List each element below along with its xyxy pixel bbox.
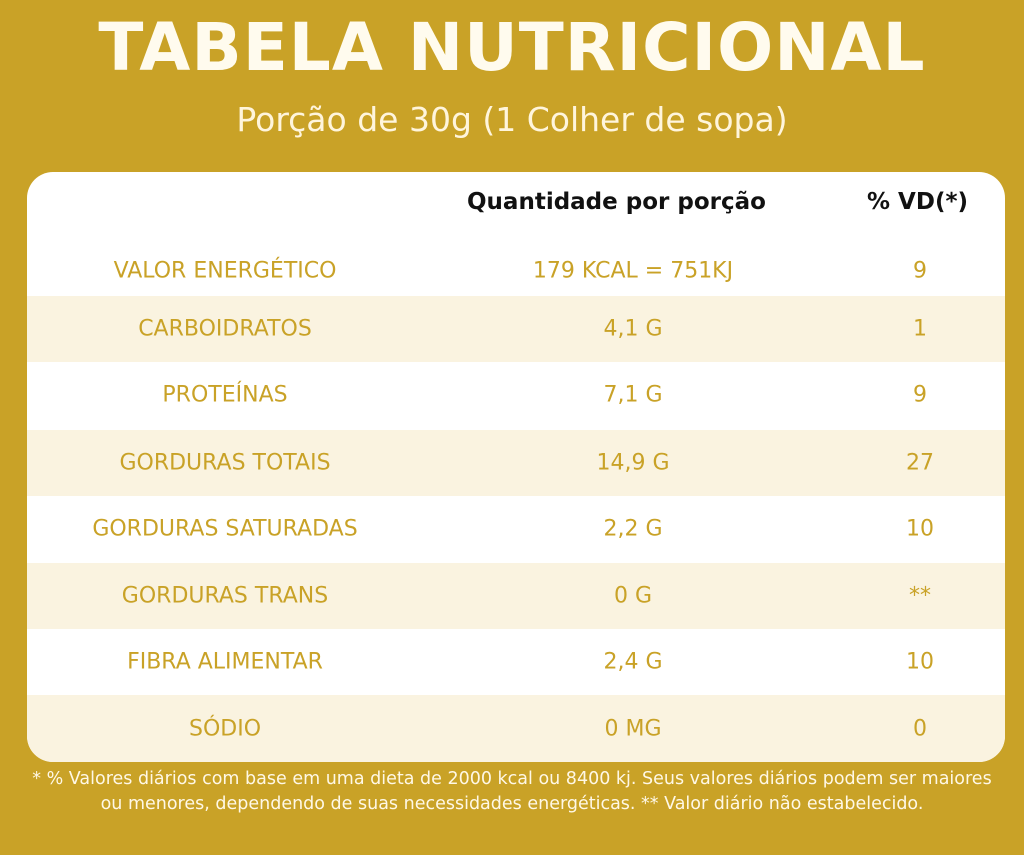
table-row: PROTEÍNAS 7,1 G 9 xyxy=(27,362,1005,428)
table-row: GORDURAS TRANS 0 G ** xyxy=(27,563,1005,629)
nutrient-vd: 9 xyxy=(913,382,927,408)
page-title: TABELA NUTRICIONAL xyxy=(98,9,926,86)
nutrient-quantity: 14,9 G xyxy=(596,450,670,476)
nutrient-quantity: 0 MG xyxy=(604,716,662,741)
nutrient-name: PROTEÍNAS xyxy=(162,382,288,408)
nutrient-quantity: 0 G xyxy=(613,583,653,609)
nutrient-quantity: 179 KCAL = 751KJ xyxy=(532,258,734,284)
nutrient-name: GORDURAS TRANS xyxy=(121,583,329,609)
nutrient-name: CARBOIDRATOS xyxy=(138,316,312,342)
nutrient-name: GORDURAS SATURADAS xyxy=(92,516,358,542)
nutrient-vd: 10 xyxy=(906,516,934,542)
nutrient-name: VALOR ENERGÉTICO xyxy=(113,258,337,284)
nutrient-name: SÓDIO xyxy=(188,716,262,741)
nutrient-vd: 27 xyxy=(906,450,934,476)
nutrient-vd: 10 xyxy=(906,649,934,675)
footnote: * % Valores diários com base em uma diet… xyxy=(32,769,992,814)
serving-size: Porção de 30g (1 Colher de sopa) xyxy=(236,100,788,139)
header-quantity: Quantidade por porção xyxy=(467,189,766,215)
nutrient-quantity: 2,2 G xyxy=(603,516,663,542)
nutrient-quantity: 4,1 G xyxy=(603,316,663,342)
table-row: SÓDIO 0 MG 0 xyxy=(27,695,1005,762)
nutrient-name: GORDURAS TOTAIS xyxy=(119,450,331,476)
header-vd: % VD(*) xyxy=(867,189,968,215)
table-header: Quantidade por porção % VD(*) xyxy=(27,172,1005,238)
nutrient-vd: 9 xyxy=(913,258,927,284)
nutrient-quantity: 2,4 G xyxy=(603,649,663,675)
table-row: GORDURAS SATURADAS 2,2 G 10 xyxy=(27,496,1005,562)
nutrient-vd: 1 xyxy=(913,316,927,342)
table-row: CARBOIDRATOS 4,1 G 1 xyxy=(27,296,1005,362)
nutrition-table: Quantidade por porção % VD(*) VALOR ENER… xyxy=(27,172,1005,762)
nutrient-name: FIBRA ALIMENTAR xyxy=(127,649,323,675)
table-row: FIBRA ALIMENTAR 2,4 G 10 xyxy=(27,629,1005,695)
nutrient-vd: ** xyxy=(909,583,931,609)
nutrient-vd: 0 xyxy=(913,716,927,741)
nutrient-quantity: 7,1 G xyxy=(603,382,663,408)
table-row: VALOR ENERGÉTICO 179 KCAL = 751KJ 9 xyxy=(27,238,1005,304)
table-row: GORDURAS TOTAIS 14,9 G 27 xyxy=(27,430,1005,496)
